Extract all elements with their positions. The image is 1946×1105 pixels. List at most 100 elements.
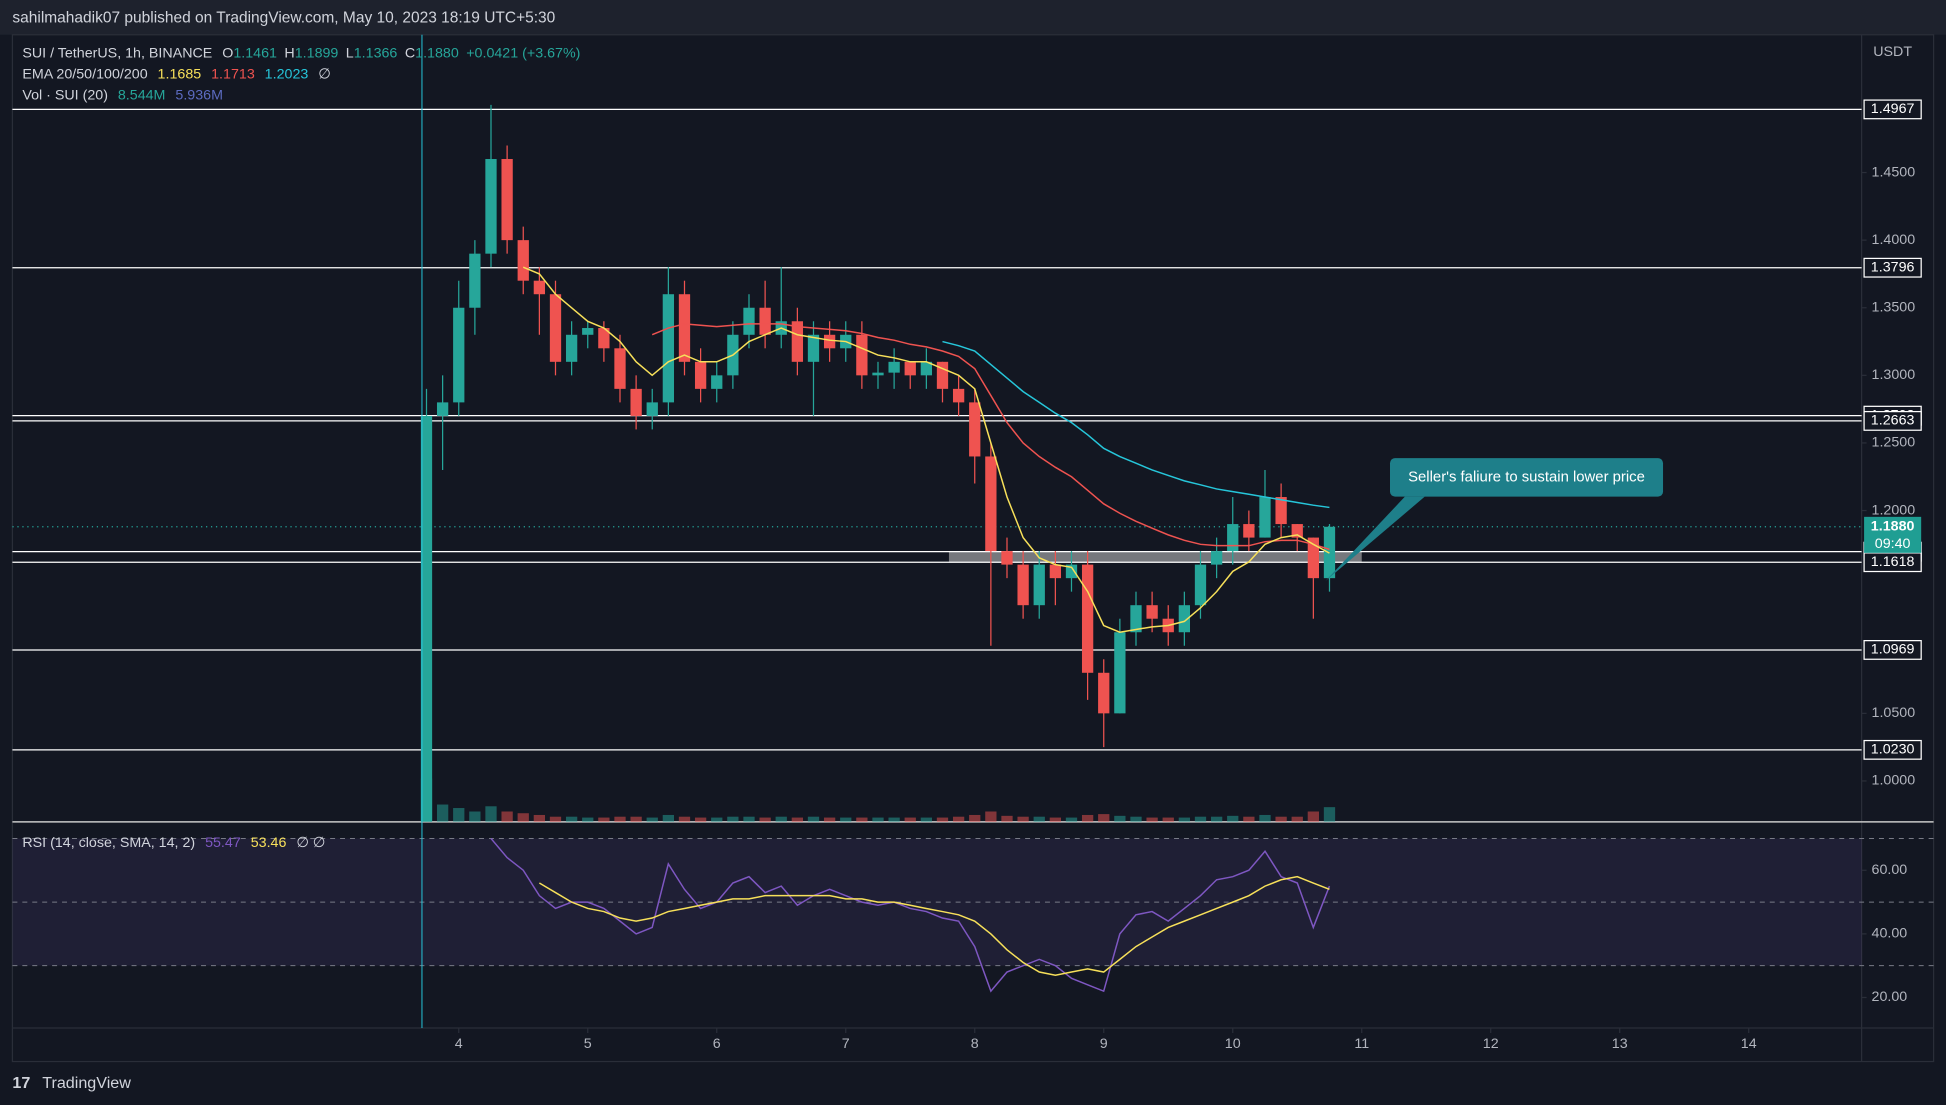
legend-key: L [346, 45, 354, 61]
x-tick-label: 14 [1741, 1036, 1757, 1052]
volume-bar [565, 816, 578, 822]
volume-bar [1227, 815, 1239, 822]
volume-bar [872, 817, 884, 822]
volume-bar [549, 816, 562, 822]
volume-bar [1146, 817, 1158, 822]
x-tick-label: 10 [1225, 1036, 1241, 1052]
annotation-pointer [1325, 496, 1425, 582]
ema20-line [522, 266, 1330, 633]
rsi-line [490, 837, 1331, 993]
candle-body [1307, 537, 1320, 579]
price-label: 1.1880 [1871, 519, 1915, 535]
currency: USDT [1873, 44, 1912, 60]
x-tick-label: 11 [1354, 1036, 1369, 1052]
legend-value: ∅ ∅ [296, 835, 325, 851]
candle-body [1098, 672, 1110, 714]
volume-bar [969, 814, 981, 822]
volume-bar [1307, 811, 1320, 822]
volume-bar [1323, 807, 1336, 822]
x-tick-label: 8 [971, 1036, 979, 1052]
volume-bar [1291, 816, 1303, 822]
volume-bar [807, 816, 820, 822]
x-tick-label: 6 [713, 1036, 721, 1052]
candle-body [1227, 524, 1239, 552]
legend-value: 1.1713 [211, 66, 255, 82]
candle-body [743, 307, 755, 335]
annotation-text: Seller's faliure to sustain lower price [1408, 469, 1645, 485]
x-tick-label: 12 [1483, 1036, 1499, 1052]
y-tick-label: 1.4000 [1872, 232, 1916, 248]
volume-bar [662, 814, 675, 822]
legend-change: +0.0421 (+3.67%) [466, 45, 580, 61]
plot [12, 104, 1862, 822]
candle-body [807, 334, 820, 362]
candle-body [711, 375, 723, 389]
publisher: sahilmahadik07 published on TradingView.… [12, 10, 555, 27]
volume-bar [1194, 816, 1207, 822]
header-bar [0, 0, 1946, 35]
candle-body [1210, 551, 1223, 565]
volume-bar [1081, 814, 1094, 822]
legend-value: 1.1366 [354, 45, 398, 61]
candle-body [1291, 524, 1303, 538]
level-label-box [1863, 739, 1922, 760]
axis: 4 5 6 7 8 9 10 11 12 13 14 1.0000 1.0500 1.2500 1.3000… [455, 99, 1922, 1052]
candle-body [662, 294, 675, 403]
x-tick-label: 4 [455, 1036, 463, 1052]
rsi-tick-label: 40.00 [1872, 926, 1908, 942]
volume-bar [856, 817, 868, 822]
legend-key: C [405, 45, 415, 61]
volume-bar [1178, 817, 1191, 822]
ema-legend: EMA 20/50/100/200 1.1685 1.1713 1.2023 ∅ [22, 66, 330, 82]
y-tick-label: 1.2500 [1872, 435, 1916, 451]
volume-bar [517, 813, 529, 822]
volume-bar [952, 816, 965, 822]
legend-value: 1.1461 [233, 45, 277, 61]
logo-mark: 17 [12, 1074, 30, 1092]
candle-body [1146, 605, 1158, 619]
volume-bar [1130, 816, 1142, 822]
level-label: 1.4967 [1871, 101, 1915, 117]
level-label-box [1863, 552, 1922, 573]
candle-body [1243, 524, 1255, 538]
volume-bar [1033, 816, 1045, 822]
price-countdown: 09:40 [1875, 536, 1911, 552]
volume-bar [743, 816, 755, 822]
x-tick-label: 13 [1612, 1036, 1628, 1052]
volume-bar [678, 816, 691, 822]
volume-bar [436, 804, 449, 822]
candle-body [856, 334, 868, 376]
candle-body [630, 388, 642, 416]
candle-body [501, 159, 513, 241]
candle-body [517, 240, 529, 281]
volume-bar [759, 817, 771, 822]
volume-bar [1001, 815, 1013, 822]
legend-value: 5.936M [175, 87, 223, 103]
volume-bar [646, 817, 658, 822]
x-tick-label: 5 [584, 1036, 592, 1052]
volume-bar [904, 817, 916, 822]
level-label-box [1863, 640, 1922, 660]
candle-body [485, 159, 497, 254]
volume-bar [598, 817, 610, 822]
volume-bar [888, 817, 900, 822]
y-tick-label: 1.3500 [1872, 300, 1916, 316]
level-label: 1.2663 [1871, 413, 1915, 429]
volume-bar [791, 817, 804, 822]
candle-body [1114, 632, 1126, 714]
candle-body [920, 361, 933, 376]
level-label: 1.1618 [1871, 554, 1915, 570]
candle-body [904, 361, 916, 376]
candle-body [1130, 605, 1142, 633]
volume-bar [1049, 817, 1062, 822]
footer-brand: TradingView [42, 1074, 131, 1092]
y-tick-label: 1.0000 [1872, 773, 1916, 789]
candle-body [888, 361, 900, 373]
legend-key: O [222, 45, 233, 61]
y-tick-label: 1.4500 [1872, 164, 1916, 180]
level-label-box [1863, 257, 1922, 278]
volume-bar [1275, 816, 1287, 822]
rsi-pane [12, 837, 1934, 993]
